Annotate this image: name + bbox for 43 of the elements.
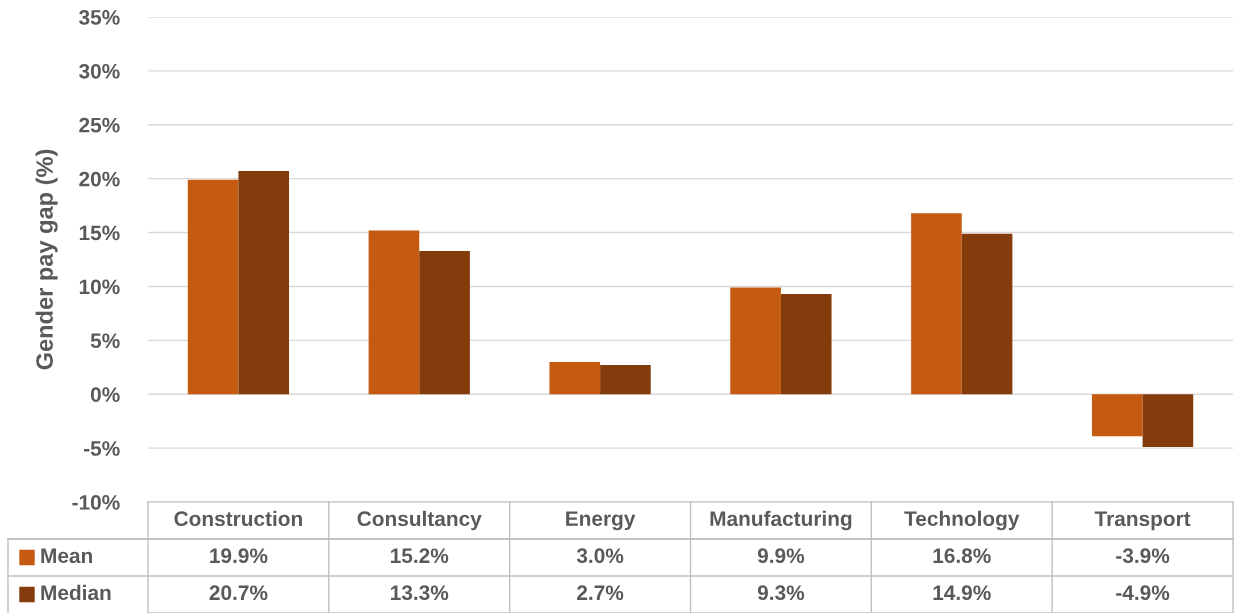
data-label: 16.8% <box>933 548 991 564</box>
x-tick-label: Consultancy <box>357 510 482 531</box>
x-tick-label: Technology <box>904 510 1020 531</box>
data-label: 13.3% <box>391 585 449 601</box>
y-tick-label: 0% <box>90 387 120 402</box>
y-tick-label: 5% <box>90 333 120 349</box>
data-label: -3.9% <box>1116 548 1170 564</box>
legend-label: Mean <box>41 548 92 564</box>
y-tick-label: 25% <box>79 117 120 133</box>
bar <box>238 171 290 395</box>
bar <box>780 293 832 395</box>
data-label: 3.0% <box>576 548 624 564</box>
data-label: 9.3% <box>757 585 805 601</box>
data-label: 19.9% <box>210 548 268 564</box>
y-tick-label: -10% <box>72 495 120 510</box>
x-tick-label: Energy <box>566 511 636 531</box>
data-label: 20.7% <box>209 585 268 601</box>
bar <box>1142 394 1194 448</box>
data-label: 2.7% <box>577 585 624 601</box>
bar <box>1091 394 1143 437</box>
y-axis-title: Gender pay gap (%) <box>35 149 58 370</box>
legend-label: Median <box>41 584 111 601</box>
data-label: 9.9% <box>757 548 805 564</box>
data-label: 15.2% <box>391 548 449 564</box>
x-tick-label: Construction <box>174 510 302 527</box>
data-label: 14.9% <box>933 585 991 601</box>
y-tick-label: 15% <box>79 225 120 241</box>
y-tick-label: 20% <box>79 171 120 187</box>
bar <box>911 213 962 395</box>
y-tick-label: 30% <box>79 63 120 79</box>
y-tick-label: 35% <box>79 10 120 25</box>
x-tick-label: Manufacturing <box>710 510 852 531</box>
bar <box>549 361 601 395</box>
bar <box>600 365 651 395</box>
y-tick-label: 10% <box>79 279 120 295</box>
bar <box>961 233 1013 395</box>
bar <box>730 287 781 395</box>
bar <box>368 230 420 395</box>
data-label: -4.9% <box>1116 585 1170 601</box>
x-tick-label: Transport <box>1094 511 1191 531</box>
bar <box>419 250 470 395</box>
y-tick-label: -5% <box>83 441 120 456</box>
bar <box>187 179 239 395</box>
